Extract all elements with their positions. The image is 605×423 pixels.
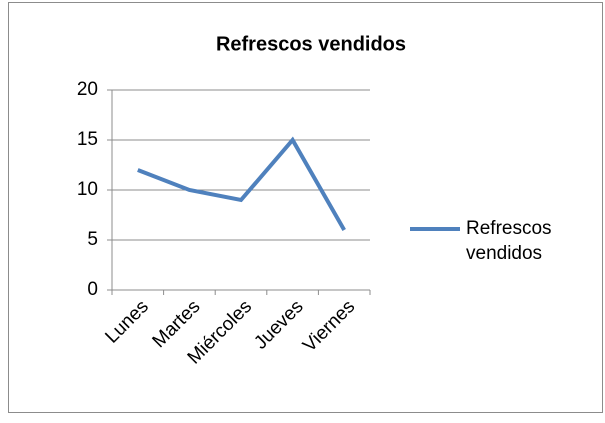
chart-title: Refrescos vendidos	[216, 33, 406, 55]
y-tick-label: 10	[77, 179, 98, 200]
y-tick-label: 0	[87, 279, 98, 300]
chart-frame	[8, 2, 603, 413]
series-line	[137, 136, 346, 231]
y-tick-label: 15	[77, 129, 98, 150]
y-tick-label: 20	[77, 79, 98, 100]
legend-label: Refrescos vendidos	[466, 218, 552, 264]
y-tick-label: 5	[87, 229, 98, 250]
